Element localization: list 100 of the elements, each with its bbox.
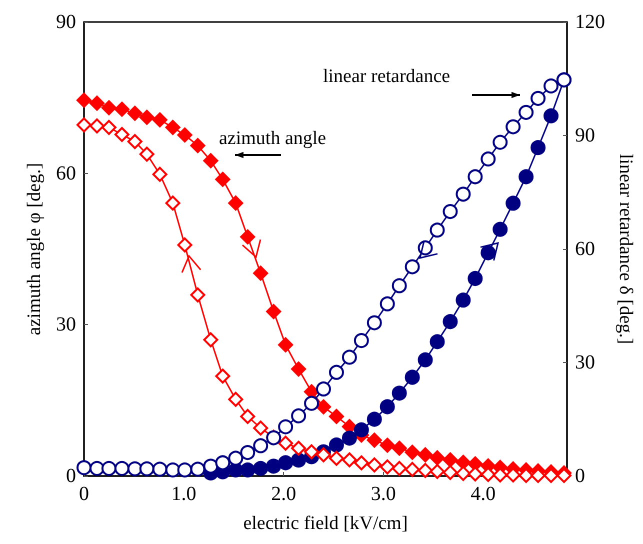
point <box>139 110 154 125</box>
point <box>480 151 496 166</box>
point <box>190 462 206 477</box>
point <box>342 430 357 446</box>
point <box>165 120 180 135</box>
point <box>418 352 433 368</box>
point <box>544 78 559 94</box>
point <box>518 169 534 184</box>
point <box>366 315 382 330</box>
point <box>380 438 395 453</box>
x-tick-label: 4.0 <box>470 483 496 505</box>
point <box>240 445 256 460</box>
point <box>215 455 230 470</box>
point <box>492 222 508 237</box>
y-tick-label: 60 <box>56 162 76 184</box>
point <box>456 454 471 470</box>
point <box>430 450 445 466</box>
point <box>418 462 433 478</box>
point <box>430 334 445 350</box>
point <box>152 112 168 128</box>
point <box>101 100 116 116</box>
point <box>139 461 154 476</box>
point <box>530 90 546 106</box>
point <box>392 440 407 456</box>
point <box>304 444 320 460</box>
point <box>304 396 320 411</box>
y2-tick-label: 120 <box>575 11 605 33</box>
x-tick-label: 2.0 <box>271 483 296 505</box>
point <box>278 436 294 451</box>
point <box>430 222 445 238</box>
point <box>203 153 218 168</box>
point <box>442 314 458 330</box>
point <box>76 460 92 476</box>
point <box>354 422 369 438</box>
point <box>114 126 130 142</box>
point <box>328 450 344 466</box>
point <box>480 245 496 260</box>
point <box>544 108 559 124</box>
point <box>177 127 192 142</box>
annotation: azimuth angle <box>219 128 326 149</box>
point <box>392 386 407 401</box>
point <box>291 408 306 424</box>
point <box>114 460 130 476</box>
point <box>177 462 192 478</box>
point <box>380 459 395 474</box>
point <box>456 186 471 202</box>
point <box>468 271 483 286</box>
point <box>442 464 458 480</box>
point <box>392 278 407 294</box>
point <box>518 104 534 120</box>
point <box>152 462 168 477</box>
point <box>342 350 357 365</box>
y-axis-title: azimuth angle φ [deg.] <box>24 162 45 336</box>
point <box>404 259 420 274</box>
point <box>114 102 130 117</box>
point <box>253 438 268 454</box>
point <box>253 460 268 476</box>
point <box>404 370 420 385</box>
x-tick-label: 3.0 <box>370 483 396 505</box>
point <box>316 447 332 462</box>
point <box>190 287 206 302</box>
point <box>418 447 433 462</box>
point <box>228 450 244 466</box>
point <box>316 381 332 396</box>
y-tick-label: 90 <box>56 11 76 33</box>
point <box>253 266 268 281</box>
point <box>101 460 116 476</box>
point <box>506 196 521 211</box>
x-axis-title: electric field [kV/cm] <box>243 513 408 534</box>
point <box>190 138 206 154</box>
point <box>89 118 104 134</box>
y-tick-label: 30 <box>56 314 76 336</box>
point <box>342 452 357 468</box>
y-tick-label: 0 <box>66 465 76 487</box>
point <box>530 140 546 156</box>
point <box>354 455 369 470</box>
point <box>89 96 104 111</box>
point <box>404 444 420 460</box>
point <box>328 408 344 424</box>
point <box>442 452 458 468</box>
point <box>291 452 306 468</box>
y2-tick-label: 0 <box>575 465 585 487</box>
point <box>456 292 471 308</box>
point <box>101 120 116 135</box>
point <box>456 466 471 481</box>
point <box>492 134 508 150</box>
point <box>76 92 92 108</box>
point <box>380 296 395 312</box>
point <box>366 412 382 427</box>
point <box>266 458 282 474</box>
point <box>328 364 344 380</box>
point <box>278 419 294 434</box>
point <box>266 304 282 320</box>
point <box>354 333 369 348</box>
point <box>291 440 306 456</box>
point <box>392 460 407 476</box>
point <box>203 458 218 474</box>
point <box>278 455 294 470</box>
annotation: linear retardance <box>323 66 450 87</box>
point <box>380 399 395 414</box>
